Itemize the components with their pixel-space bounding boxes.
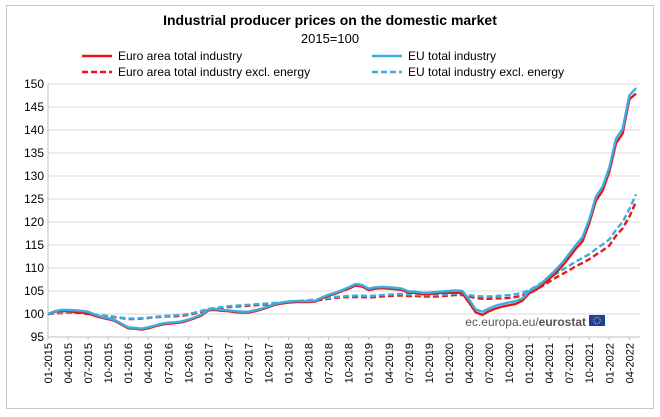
source-text: ec.europa.eu/eurostat [465, 315, 586, 329]
series-line-1 [47, 87, 637, 330]
x-tick-label: 04-2022 [624, 343, 636, 383]
x-tick-label: 01-2017 [203, 343, 215, 383]
y-tick-label: 145 [24, 100, 44, 114]
y-tick-label: 110 [25, 261, 44, 275]
x-tick-label: 10-2015 [103, 343, 115, 383]
x-tick-label: 07-2018 [324, 343, 336, 383]
legend-label: Euro area total industry excl. energy [118, 65, 310, 79]
source-brand: eurostat [539, 315, 586, 329]
chart-title: Industrial producer prices on the domest… [163, 12, 497, 28]
source-credit: ec.europa.eu/eurostat [465, 315, 605, 329]
x-tick-label: 01-2022 [604, 343, 616, 383]
x-tick-label: 04-2020 [464, 343, 476, 383]
chart-frame [6, 5, 654, 409]
legend-label: EU total industry excl. energy [408, 65, 564, 79]
y-tick-label: 115 [25, 238, 44, 252]
x-tick-label: 04-2021 [544, 343, 556, 383]
x-tick-label: 01-2019 [364, 343, 376, 383]
x-tick-label: 04-2016 [143, 343, 155, 383]
x-tick-label: 10-2019 [424, 343, 436, 383]
x-tick-label: 04-2015 [63, 343, 75, 383]
x-tick-label: 07-2016 [163, 343, 175, 383]
y-tick-label: 130 [24, 169, 44, 183]
x-tick-label: 04-2017 [223, 343, 235, 383]
x-tick-label: 07-2015 [83, 343, 95, 383]
series-line-3 [47, 193, 638, 320]
legend-label: Euro area total industry [118, 49, 242, 63]
y-tick-label: 140 [24, 123, 44, 137]
y-axis: 95 100 105 110 115 120 125 130 135 140 145 150 [24, 77, 640, 344]
x-tick-label: 10-2016 [183, 343, 195, 383]
legend-label: EU total industry [408, 49, 496, 63]
x-tick-label: 07-2021 [564, 343, 576, 383]
y-tick-label: 125 [24, 192, 44, 206]
series-line-0 [47, 92, 637, 331]
x-tick-label: 04-2019 [384, 343, 396, 383]
y-tick-label: 100 [24, 307, 44, 321]
x-tick-label: 07-2017 [243, 343, 255, 383]
x-tick-label: 10-2021 [584, 343, 596, 383]
x-tick-label: 01-2018 [284, 343, 296, 383]
eu-flag-icon [589, 315, 605, 326]
x-tick-label: 07-2019 [404, 343, 416, 383]
chart-subtitle: 2015=100 [301, 31, 359, 46]
grid [48, 83, 640, 338]
x-axis: 01-2015 04-2015 07-2015 10-2015 01-2016 04-20… [43, 337, 636, 383]
x-tick-label: 10-2018 [344, 343, 356, 383]
x-tick-label: 01-2016 [123, 343, 135, 383]
series-line-2 [47, 201, 638, 321]
x-tick-label: 10-2020 [504, 343, 516, 383]
series-lines [47, 87, 638, 331]
source-prefix: ec.europa.eu/ [465, 315, 539, 329]
legend: Euro area total industry EU total industr… [82, 49, 564, 79]
x-tick-label: 04-2018 [304, 343, 316, 383]
x-tick-label: 01-2015 [43, 343, 55, 383]
x-tick-label: 01-2021 [524, 343, 536, 383]
x-tick-label: 01-2020 [444, 343, 456, 383]
y-tick-label: 95 [31, 330, 45, 344]
y-tick-label: 150 [24, 77, 44, 91]
y-tick-label: 135 [24, 146, 44, 160]
y-tick-label: 105 [24, 284, 44, 298]
y-tick-label: 120 [24, 215, 44, 229]
x-tick-label: 07-2020 [484, 343, 496, 383]
x-tick-label: 10-2017 [264, 343, 276, 383]
